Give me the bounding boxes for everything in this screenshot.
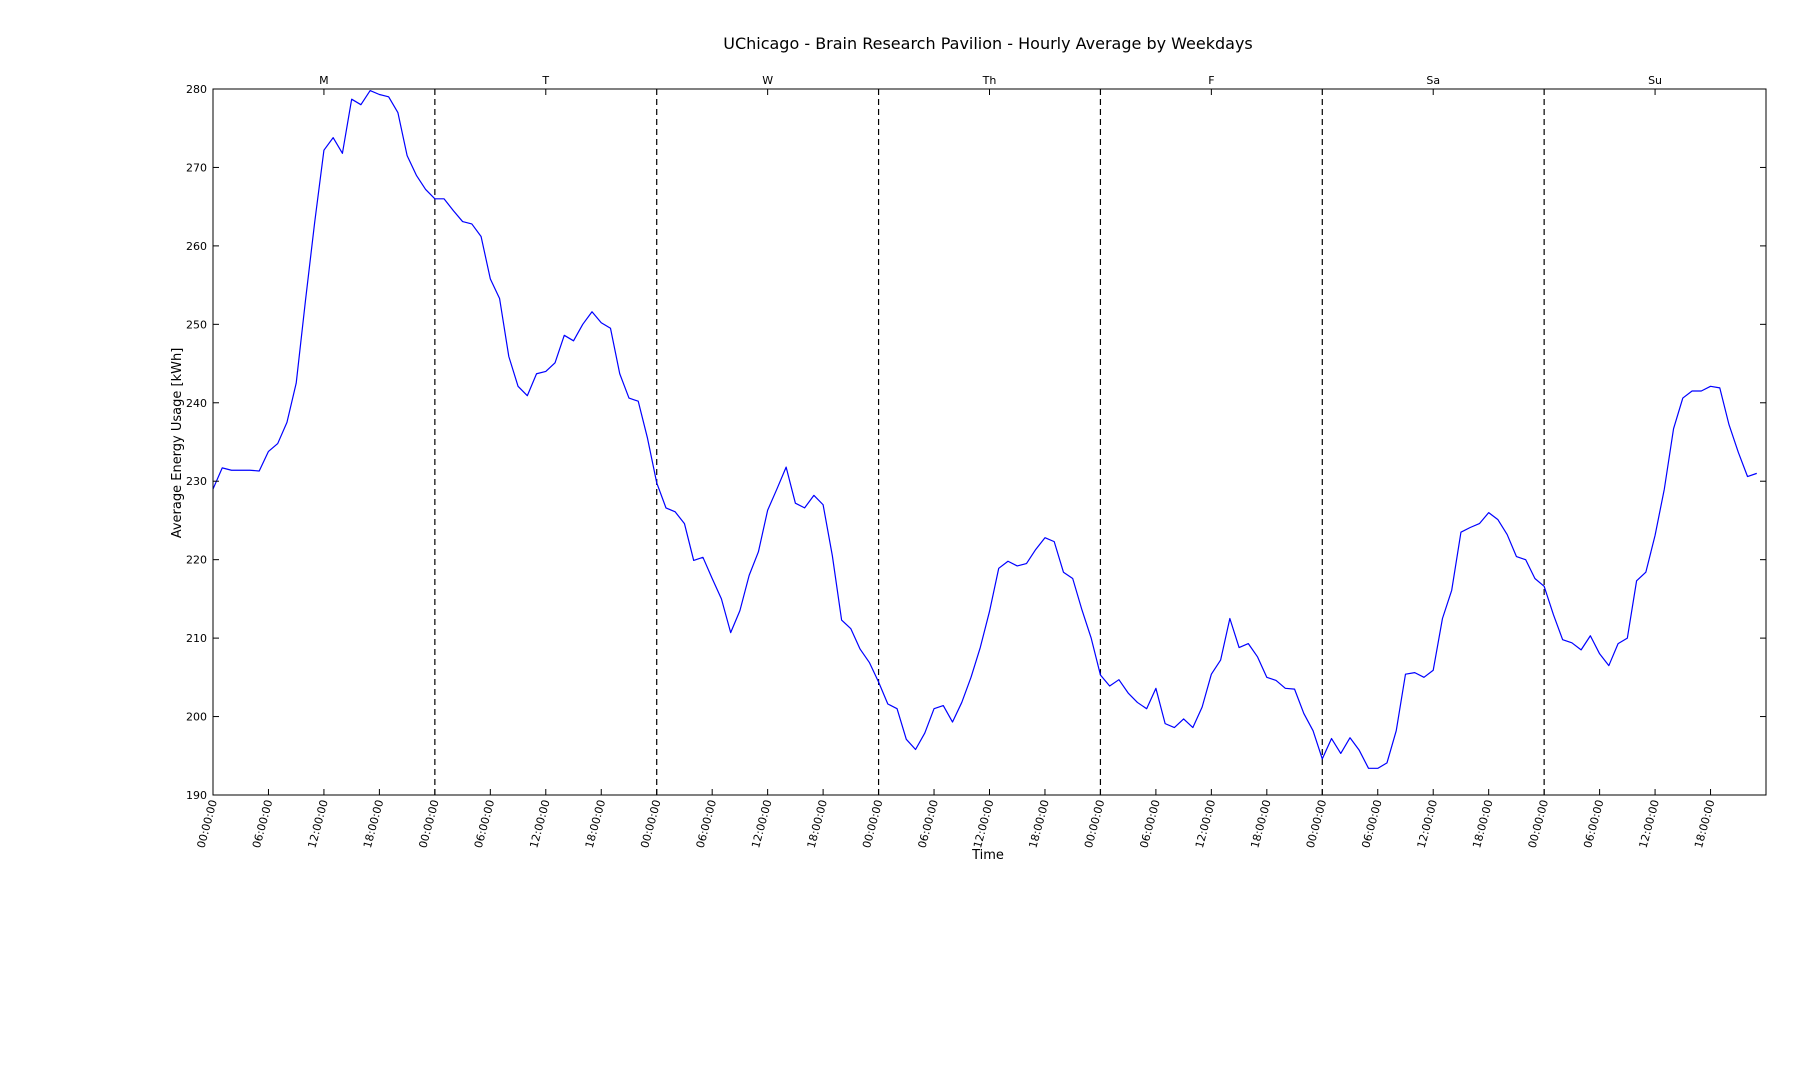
- y-axis-label: Average Energy Usage [kWh]: [170, 348, 185, 539]
- y-tick-label: 220: [186, 554, 207, 567]
- chart-title: UChicago - Brain Research Pavilion - Hou…: [723, 34, 1253, 53]
- y-tick-label: 250: [186, 318, 207, 331]
- x-tick-label: 18:00:00: [583, 798, 608, 849]
- day-label: T: [541, 74, 549, 87]
- x-tick-label: 12:00:00: [1193, 798, 1218, 849]
- x-tick-label: 06:00:00: [1137, 798, 1162, 849]
- x-tick-label: 18:00:00: [361, 798, 386, 849]
- x-tick-label: 00:00:00: [195, 798, 220, 849]
- x-tick-label: 00:00:00: [860, 798, 885, 849]
- x-tick-label: 00:00:00: [638, 798, 663, 849]
- x-tick-label: 18:00:00: [1248, 798, 1273, 849]
- x-tick-label: 06:00:00: [916, 798, 941, 849]
- plot-frame: [212, 88, 1767, 796]
- day-label: Sa: [1426, 74, 1440, 87]
- y-axis: 190 200 210 220 230 240 250 260 270 280: [186, 83, 1766, 802]
- y-tick-label: 260: [186, 240, 207, 253]
- day-dividers: [434, 89, 1545, 795]
- x-tick-label: 18:00:00: [1027, 798, 1052, 849]
- x-tick-label: 18:00:00: [1470, 798, 1495, 849]
- x-tick-label: 12:00:00: [1415, 798, 1440, 849]
- day-label: M: [319, 74, 329, 87]
- y-tick-label: 210: [186, 632, 207, 645]
- y-tick-label: 230: [186, 475, 207, 488]
- series-line-0: [212, 89, 1757, 769]
- x-tick-label: 06:00:00: [472, 798, 497, 849]
- x-tick-label: 12:00:00: [1637, 798, 1662, 849]
- day-label: Su: [1648, 74, 1662, 87]
- x-tick-label: 12:00:00: [971, 798, 996, 849]
- x-tick-label: 00:00:00: [1304, 798, 1329, 849]
- x-tick-label: 00:00:00: [1526, 798, 1551, 849]
- y-tick-label: 280: [186, 83, 207, 96]
- x-tick-label: 12:00:00: [749, 798, 774, 849]
- series-layer: [212, 89, 1757, 769]
- x-axis-label: Time: [971, 848, 1004, 863]
- x-tick-label: 00:00:00: [1082, 798, 1107, 849]
- y-tick-label: 240: [186, 397, 207, 410]
- x-tick-label: 06:00:00: [694, 798, 719, 849]
- x-tick-label: 06:00:00: [1359, 798, 1384, 849]
- x-tick-label: 18:00:00: [1692, 798, 1717, 849]
- x-tick-label: 00:00:00: [416, 798, 441, 849]
- x-axis: 00:00:00 06:00:00 12:00:00 18:00:00 00:00:00…: [195, 789, 1717, 849]
- y-tick-label: 200: [186, 711, 207, 724]
- day-labels: M T W Th F Sa Su: [319, 74, 1662, 95]
- x-tick-label: 12:00:00: [305, 798, 330, 849]
- day-label: W: [762, 74, 773, 87]
- x-tick-label: 06:00:00: [1581, 798, 1606, 849]
- day-label: Th: [982, 74, 997, 87]
- y-tick-label: 190: [186, 789, 207, 802]
- y-tick-label: 270: [186, 161, 207, 174]
- x-tick-label: 18:00:00: [805, 798, 830, 849]
- day-label: F: [1208, 74, 1214, 87]
- x-tick-label: 06:00:00: [250, 798, 275, 849]
- x-tick-label: 12:00:00: [527, 798, 552, 849]
